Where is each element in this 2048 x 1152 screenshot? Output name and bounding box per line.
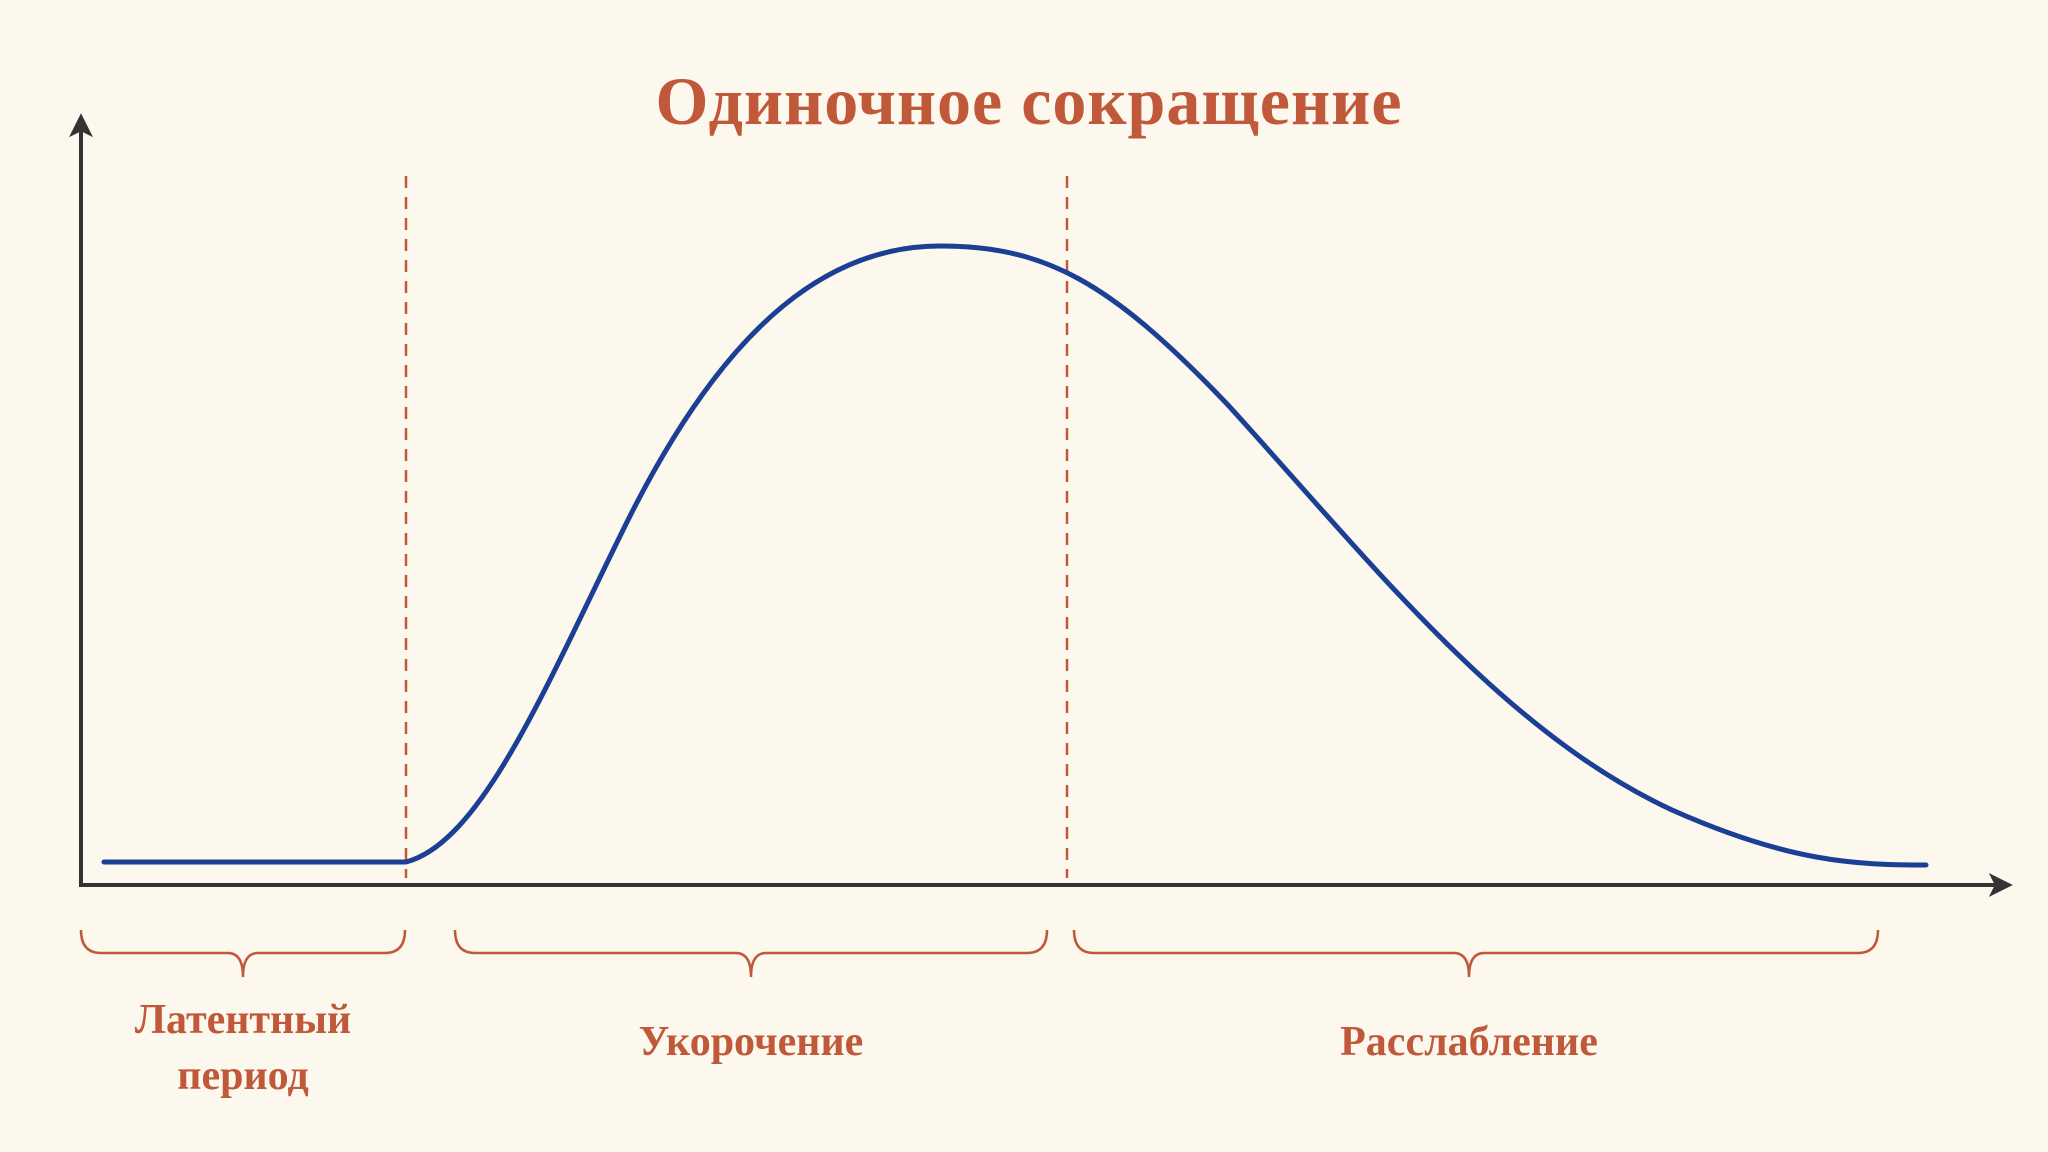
phase-label: Латентный период [134, 997, 352, 1099]
phase-label: Расслабление [1340, 1019, 1598, 1065]
phase-brace [453, 929, 1049, 978]
title: Одиночное сокращение [655, 63, 1403, 139]
phase-brace [79, 929, 407, 978]
contraction-curve [101, 243, 1929, 868]
phase-label: Укорочение [638, 1019, 864, 1065]
phase-brace [1072, 929, 1880, 978]
